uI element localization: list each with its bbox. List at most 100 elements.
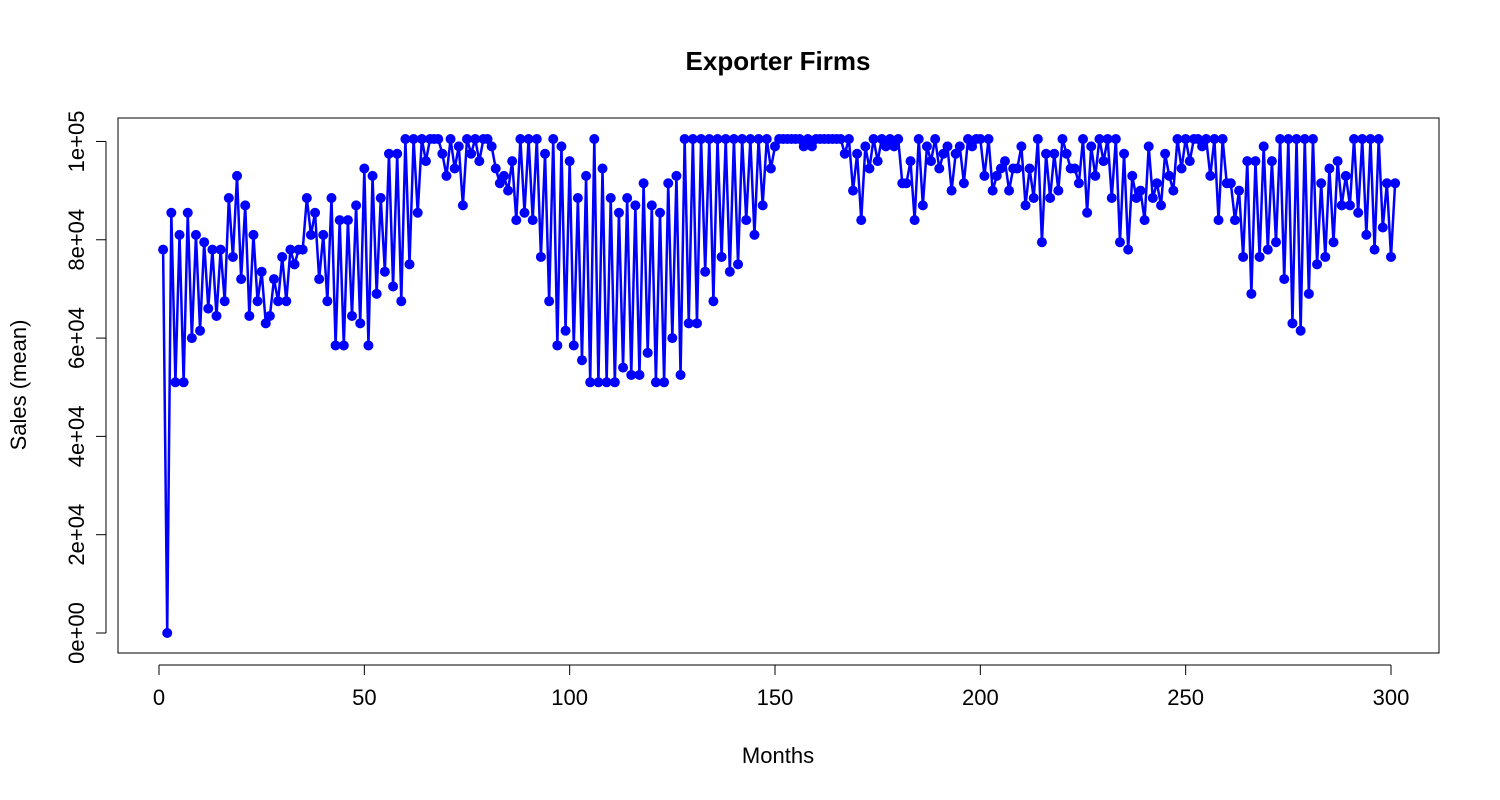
data-point (683, 318, 694, 329)
data-point (975, 134, 986, 144)
data-point (268, 274, 279, 285)
data-point (326, 192, 337, 203)
data-point (1090, 170, 1101, 181)
data-point (1386, 251, 1396, 262)
data-point (1143, 141, 1154, 152)
data-point (1082, 207, 1093, 218)
data-point (256, 266, 267, 277)
data-point (227, 251, 238, 262)
data-point (252, 296, 263, 307)
data-point (1078, 134, 1088, 144)
data-point (987, 185, 998, 196)
data-point (507, 156, 518, 167)
data-point (930, 134, 941, 144)
data-point (630, 200, 641, 211)
data-point (659, 377, 670, 388)
data-point (601, 377, 612, 388)
x-axis: 0 50 100 150 200 250 300 (153, 664, 1410, 710)
data-point (687, 134, 698, 144)
data-point (991, 170, 1002, 181)
data-point (856, 215, 867, 226)
data-point (1271, 237, 1282, 248)
data-point (453, 141, 464, 152)
data-point (999, 156, 1010, 167)
data-point (1369, 244, 1380, 255)
data-point (289, 259, 300, 270)
data-point (244, 310, 255, 321)
data-point (884, 134, 895, 144)
data-point (515, 134, 526, 144)
data-point (605, 192, 616, 203)
data-point (638, 178, 649, 189)
data-point (523, 134, 534, 144)
data-point (1205, 170, 1216, 181)
data-point (913, 134, 924, 144)
data-point (494, 178, 505, 189)
data-point (445, 134, 456, 144)
data-point (392, 148, 403, 159)
data-point (1238, 251, 1249, 262)
plot-frame (117, 117, 1440, 654)
data-point (917, 200, 928, 211)
data-point (585, 377, 596, 388)
data-point (412, 207, 423, 218)
data-point (1328, 237, 1339, 248)
data-point (1234, 185, 1245, 196)
data-point (700, 266, 711, 277)
data-point (868, 134, 879, 144)
data-point (745, 134, 756, 144)
data-point (215, 244, 226, 255)
data-point (613, 207, 624, 218)
y-tick-label: 1e+05 (64, 111, 89, 173)
x-tick-label: 0 (153, 685, 165, 710)
data-point (416, 134, 427, 144)
data-point (1361, 229, 1372, 240)
x-tick-label: 300 (1373, 685, 1410, 710)
data-point (926, 156, 937, 167)
data-point (581, 170, 592, 181)
data-point (170, 377, 181, 388)
data-point (757, 200, 768, 211)
data-point (1028, 192, 1039, 203)
data-point (1119, 148, 1130, 159)
data-point (806, 141, 817, 152)
data-point (527, 215, 538, 226)
data-point (186, 333, 197, 344)
data-point (983, 134, 994, 144)
data-point (691, 318, 702, 329)
data-point (696, 134, 707, 144)
data-point (1283, 134, 1294, 144)
data-point (938, 148, 949, 159)
data-point (1295, 325, 1306, 336)
data-point (498, 170, 509, 181)
data-point (1225, 178, 1236, 189)
data-point (310, 207, 321, 218)
data-point (1377, 222, 1388, 233)
data-point (963, 134, 974, 144)
data-point (1349, 134, 1360, 144)
data-point (457, 200, 468, 211)
x-tick-label: 150 (757, 685, 794, 710)
data-point (174, 229, 185, 240)
data-point (462, 134, 472, 144)
data-point (728, 134, 739, 144)
data-point (503, 185, 514, 196)
data-point (1332, 156, 1343, 167)
data-point (195, 325, 206, 336)
data-point (437, 148, 448, 159)
data-point (511, 215, 522, 226)
data-point (1102, 134, 1113, 144)
data-point (1106, 192, 1117, 203)
data-point (285, 244, 296, 255)
data-point (798, 141, 809, 152)
data-point (704, 134, 715, 144)
data-point (1004, 185, 1015, 196)
data-point (1147, 192, 1158, 203)
data-point (642, 347, 653, 358)
data-point (519, 207, 530, 218)
data-point (720, 134, 731, 144)
data-point (1381, 178, 1392, 189)
y-tick-label: 2e+04 (64, 504, 89, 566)
data-point (363, 340, 374, 351)
